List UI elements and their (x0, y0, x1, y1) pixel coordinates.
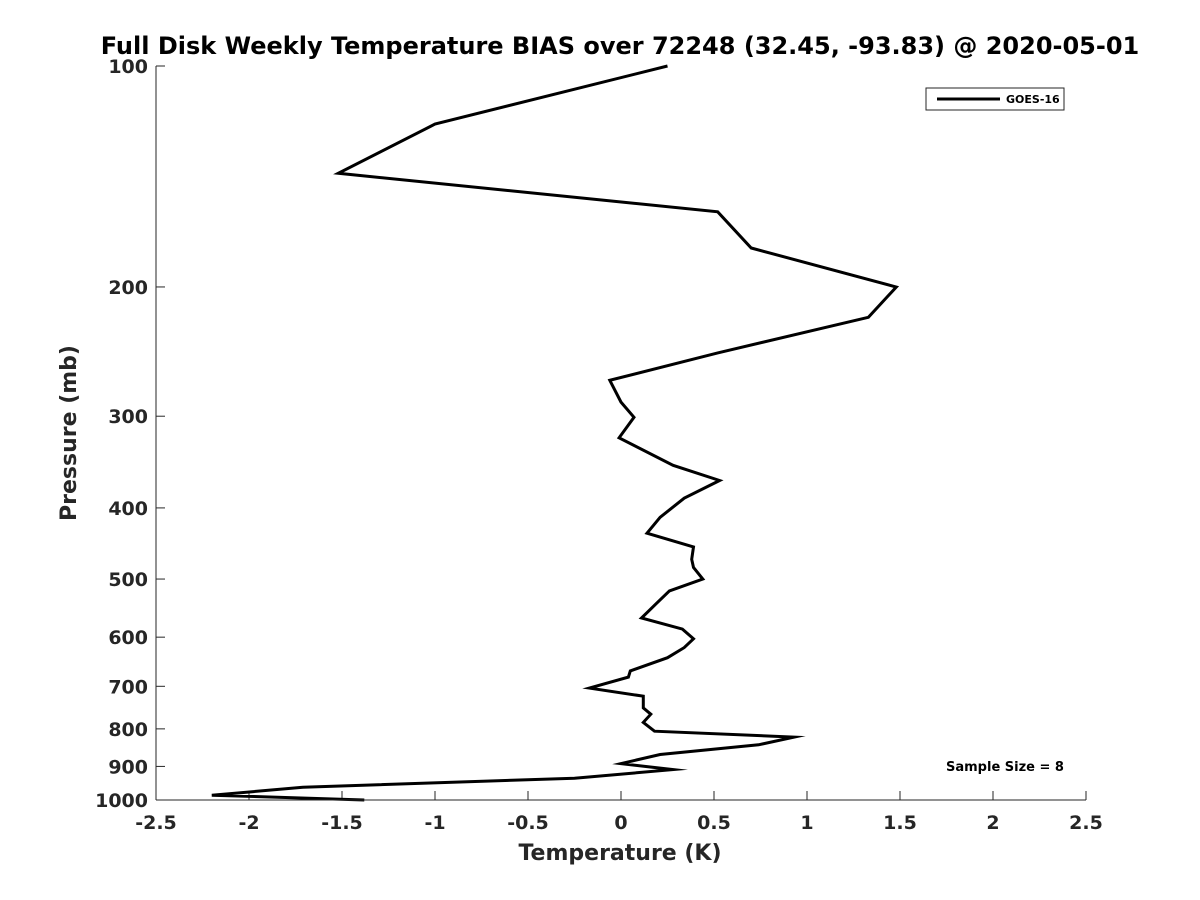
series-line-goes-16 (211, 64, 900, 802)
y-tick-label: 200 (108, 277, 148, 299)
x-axis-ticks: -2.5 -2 -1.5 -1 -0.5 0 0.5 1 1.5 2 2.5 (135, 791, 1103, 834)
x-tick-label: 2 (986, 812, 999, 834)
x-tick-label: 1 (800, 812, 813, 834)
x-tick-label: 1.5 (883, 812, 917, 834)
x-tick-label: -0.5 (507, 812, 549, 834)
chart-title: Full Disk Weekly Temperature BIAS over 7… (101, 32, 1140, 60)
legend: GOES-16 (925, 87, 1065, 111)
x-tick-label: 0.5 (697, 812, 731, 834)
x-tick-label: 2.5 (1069, 812, 1103, 834)
y-tick-label: 500 (108, 569, 148, 591)
sample-size-annotation: Sample Size = 8 (946, 760, 1064, 775)
y-tick-label: 600 (108, 627, 148, 649)
legend-label-goes-16: GOES-16 (1006, 93, 1060, 106)
x-tick-label: -1 (424, 812, 445, 834)
x-tick-label: 0 (614, 812, 627, 834)
y-tick-label: 700 (108, 676, 148, 698)
y-tick-label: 400 (108, 498, 148, 520)
x-tick-label: -1.5 (321, 812, 363, 834)
y-axis-label: Pressure (mb) (57, 345, 82, 521)
y-tick-label: 100 (108, 56, 148, 78)
y-tick-label: 900 (108, 756, 148, 778)
y-tick-label: 300 (108, 406, 148, 428)
x-axis-label: Temperature (K) (518, 841, 721, 866)
y-axis-ticks: 100 200 300 400 500 600 700 800 900 1000 (95, 56, 165, 812)
x-tick-label: -2 (238, 812, 259, 834)
y-tick-label: 800 (108, 719, 148, 741)
x-tick-label: -2.5 (135, 812, 177, 834)
y-tick-label: 1000 (95, 790, 148, 812)
